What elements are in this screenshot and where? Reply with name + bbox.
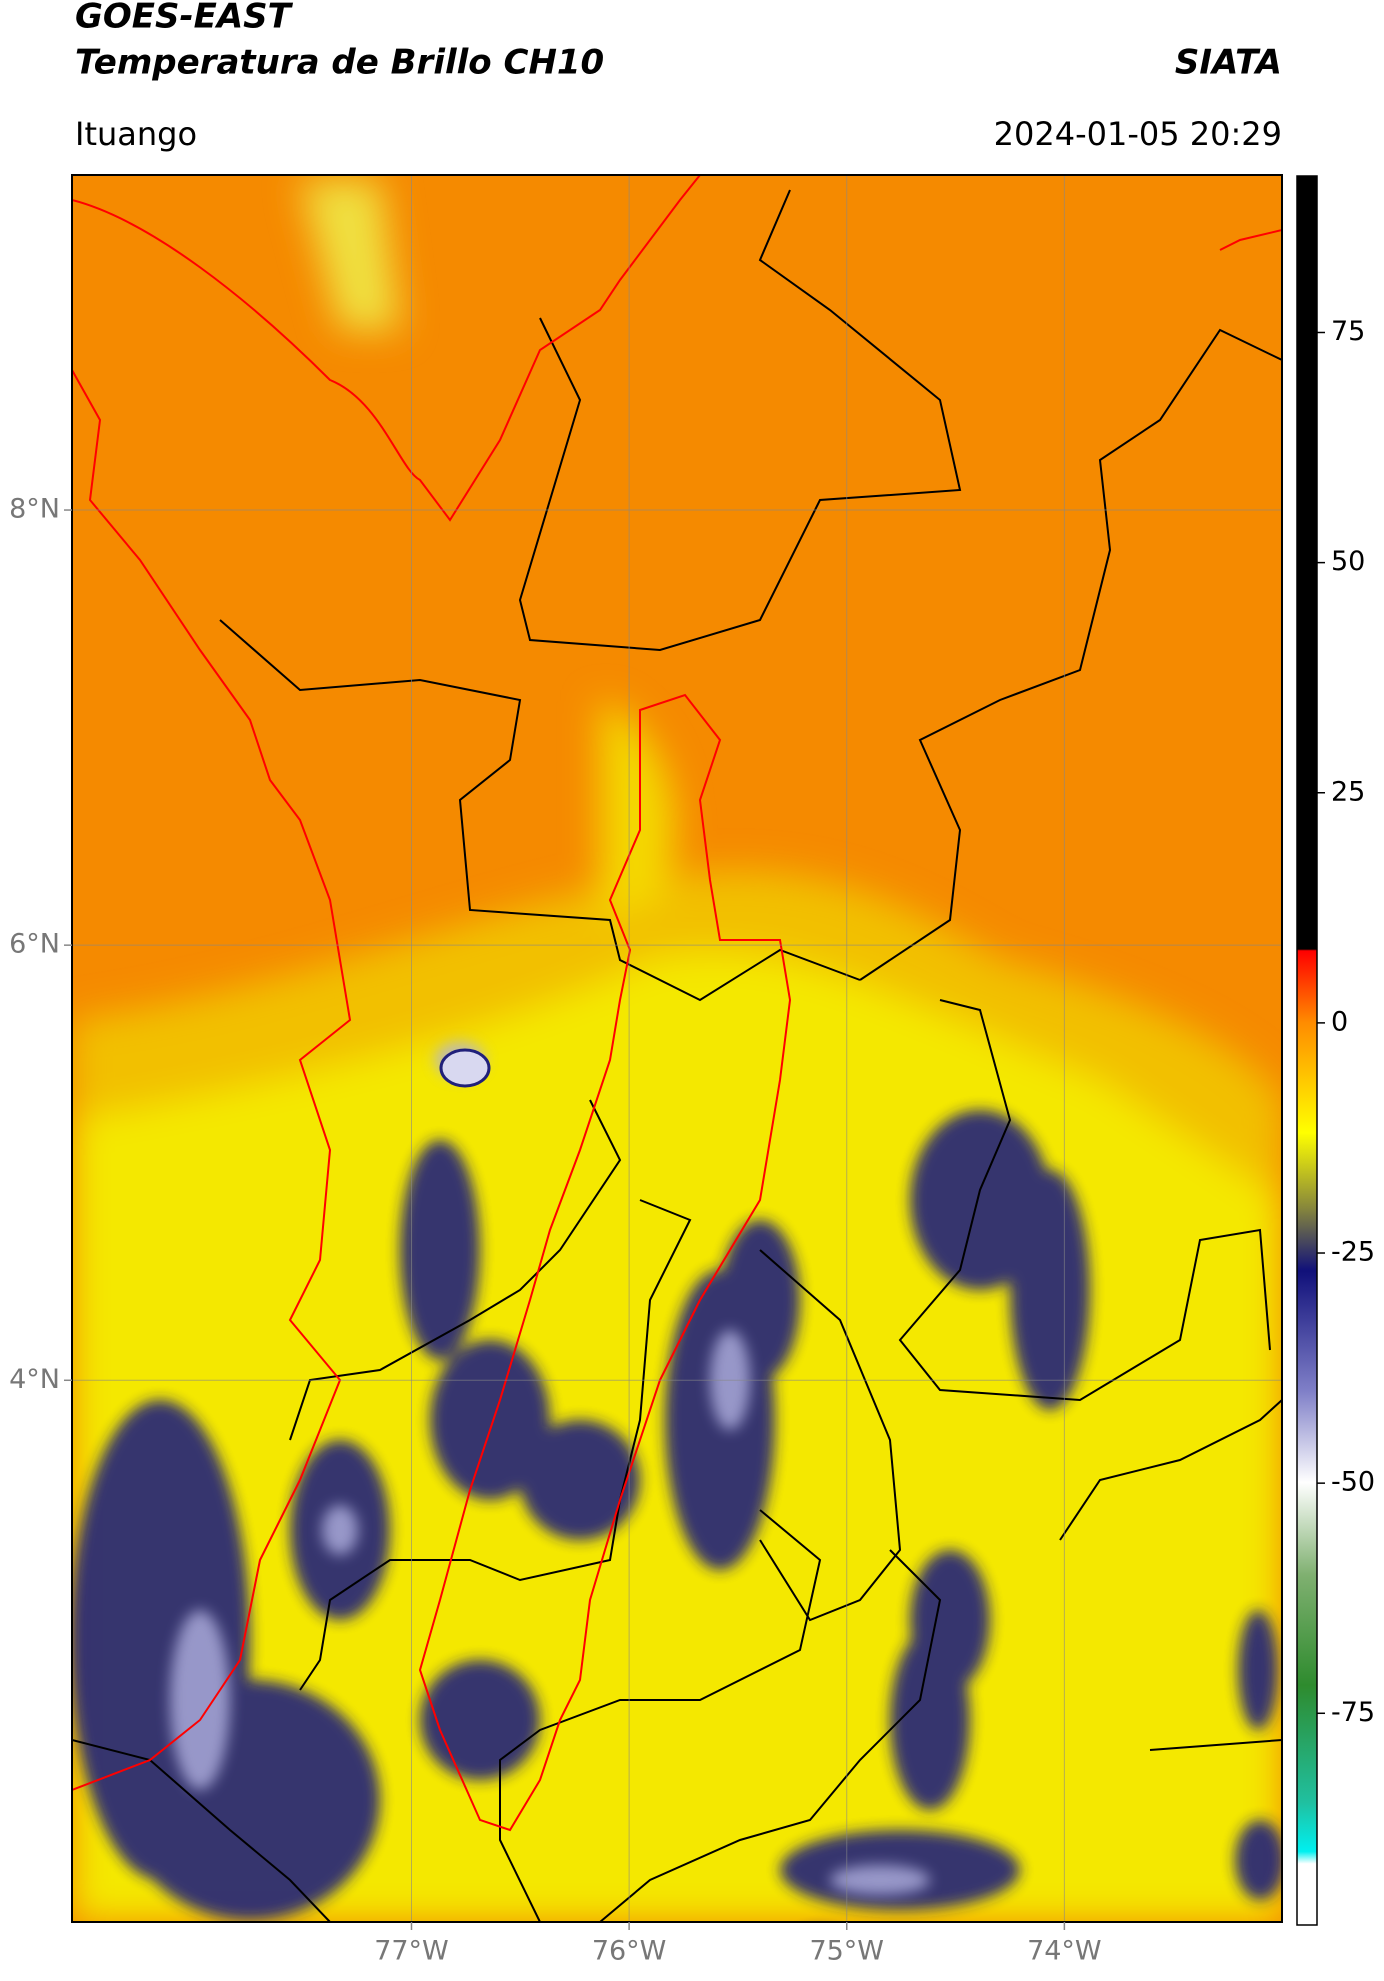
lat-tick-label: 6°N (9, 929, 60, 960)
lon-tick-label: 77°W (374, 1936, 449, 1967)
colorbar-tick-label: -25 (1331, 1237, 1375, 1268)
map-frame (71, 174, 1283, 1923)
title: GOES-EAST (75, 0, 294, 37)
colorbar-tick-label: 50 (1331, 546, 1365, 577)
colorbar-tick-label: -50 (1331, 1467, 1375, 1498)
colorbar-tick-label: 0 (1331, 1006, 1348, 1037)
lat-tick-label: 8°N (9, 494, 60, 525)
colorbar-tick-label: 25 (1331, 776, 1365, 807)
satellite-image (72, 175, 1282, 1922)
colorbar-tick-label: -75 (1331, 1697, 1375, 1728)
datetime: 2024-01-05 20:29 (994, 115, 1282, 153)
lon-tick-label: 76°W (592, 1936, 667, 1967)
graticule (72, 175, 1282, 1922)
lat-tick-label: 4°N (9, 1364, 60, 1395)
colorbar-tick-label: 75 (1331, 316, 1365, 347)
colorbar (1296, 175, 1318, 1926)
source: SIATA (1175, 43, 1282, 83)
lon-tick-label: 74°W (1027, 1936, 1102, 1967)
subtitle: Temperatura de Brillo CH10 (75, 43, 604, 83)
lon-tick-label: 75°W (809, 1936, 884, 1967)
location: Ituango (75, 115, 197, 153)
